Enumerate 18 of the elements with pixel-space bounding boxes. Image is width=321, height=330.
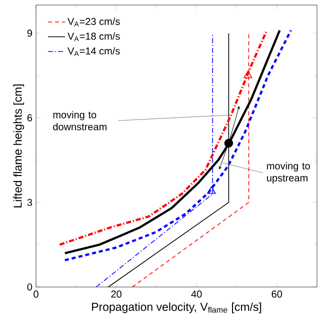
point: [224, 138, 234, 148]
annotation: moving to upstream: [267, 162, 310, 184]
legend-label: V$_{A}$=23 cm/s: [68, 18, 120, 26]
y-tick-label: 6: [27, 114, 32, 122]
annotation: moving to downstream: [53, 110, 106, 130]
legend-label: V$_{A}$=18 cm/s: [68, 32, 120, 42]
point: [207, 186, 216, 194]
x-axis-title: Propagation velocity, V$_{flame}$ [cm/s]: [92, 302, 262, 314]
legend-label: V$_{A}$=14 cm/s: [68, 47, 120, 56]
x-tick-label: 0: [34, 290, 38, 298]
y-tick-label: 3: [27, 198, 32, 206]
x-tick-label: 60: [272, 290, 282, 298]
point: [244, 70, 252, 78]
x-tick-label: 20: [111, 290, 122, 298]
y-tick-label: 0: [27, 283, 32, 291]
y-axis-title: Lifted flame heights [cm]: [13, 84, 24, 208]
x-tick-label: 40: [191, 290, 202, 298]
y-tick-label: 9: [27, 30, 32, 37]
